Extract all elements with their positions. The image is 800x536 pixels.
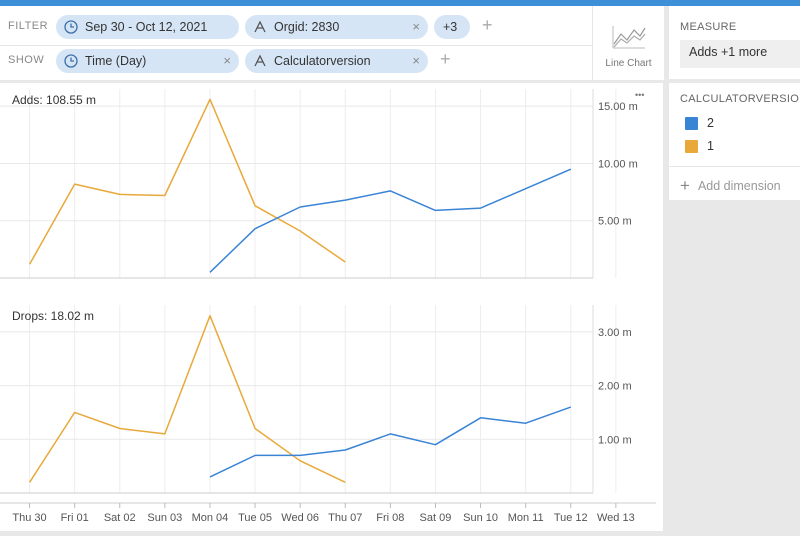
split-pill-calculatorversion[interactable]: Calculatorversion × [245, 49, 428, 73]
filter-pill-orgid[interactable]: Orgid: 2830 × [245, 15, 428, 39]
top-accent-bar [0, 0, 800, 6]
measure-value: Adds +1 more [689, 45, 768, 59]
x-tick-label: Fri 01 [61, 512, 89, 524]
remove-split-icon[interactable]: × [412, 53, 420, 68]
x-tick-label: Tue 05 [238, 512, 272, 524]
y-tick-label: 5.00 m [598, 216, 632, 228]
chart-0: 5.00 m 10.00 m 15.00 m Adds: 108.55 m ••• [0, 89, 644, 279]
legend-swatch [685, 116, 698, 130]
legend-label: 2 [707, 116, 714, 130]
y-tick-label: 1.00 m [598, 434, 632, 446]
series-line-2 [209, 406, 572, 478]
clock-icon [64, 20, 78, 34]
line-chart-icon [611, 22, 647, 57]
add-filter-icon[interactable]: + [482, 15, 493, 35]
chart-1: 1.00 m 2.00 m 3.00 m Drops: 18.02 m [0, 305, 632, 494]
add-split-icon[interactable]: + [440, 49, 451, 69]
split-pill-label: Time (Day) [85, 54, 147, 68]
legend-swatch [685, 139, 698, 153]
x-tick-label: Sat 09 [420, 512, 452, 524]
filter-pill-time[interactable]: Sep 30 - Oct 12, 2021 [56, 15, 239, 39]
filter-bar: FILTER Sep 30 - Oct 12, 2021 Orgid: 2830… [0, 6, 663, 80]
measure-section: MEASURE Adds +1 more [669, 6, 800, 79]
x-tick-label: Sun 10 [463, 512, 498, 524]
chart-menu-icon[interactable]: ••• [635, 90, 644, 100]
x-tick-label: Fri 08 [376, 512, 404, 524]
add-dimension-button[interactable]: + Add dimension [680, 176, 781, 196]
line-charts: 5.00 m 10.00 m 15.00 m Adds: 108.55 m ••• 1.0… [0, 89, 656, 524]
x-tick-label: Mon 11 [508, 512, 544, 524]
remove-filter-icon[interactable]: × [412, 19, 420, 34]
measure-selector[interactable]: Adds +1 more [680, 40, 800, 68]
filter-label: FILTER [8, 20, 49, 32]
series-line-1 [28, 314, 346, 483]
legend-item[interactable]: 2 [685, 116, 714, 130]
viz-picker-button[interactable]: Line Chart [592, 6, 664, 80]
filter-pill-label: Orgid: 2830 [274, 20, 340, 34]
viz-picker-label: Line Chart [605, 58, 652, 69]
legend-label: 1 [707, 139, 714, 153]
x-tick-label: Tue 12 [554, 512, 588, 524]
filter-pill-label: Sep 30 - Oct 12, 2021 [85, 20, 208, 34]
filter-row: FILTER Sep 30 - Oct 12, 2021 Orgid: 2830… [0, 10, 590, 44]
row-divider [0, 45, 592, 46]
legend-divider [669, 166, 800, 167]
string-dimension-icon [253, 20, 267, 34]
legend-title: CALCULATORVERSION [680, 93, 800, 105]
string-dimension-icon [253, 54, 267, 68]
legend-item[interactable]: 1 [685, 139, 714, 153]
series-line-2 [209, 168, 572, 273]
chart-title: Adds: 108.55 m [12, 93, 96, 107]
x-tick-label: Sun 03 [147, 512, 182, 524]
x-tick-label: Sat 02 [104, 512, 136, 524]
y-tick-label: 15.00 m [598, 101, 638, 113]
plus-icon: + [680, 176, 690, 195]
series-line-1 [28, 98, 346, 265]
show-label: SHOW [8, 54, 45, 66]
x-tick-label: Mon 04 [192, 512, 229, 524]
remove-split-icon[interactable]: × [223, 53, 231, 68]
more-filters-label: +3 [443, 20, 458, 34]
legend-section: CALCULATORVERSION 2 1 + Add dimension [669, 83, 800, 200]
chart-title: Drops: 18.02 m [12, 309, 94, 323]
x-tick-label: Thu 07 [328, 512, 362, 524]
split-pill-time[interactable]: Time (Day) × [56, 49, 239, 73]
more-filters-pill[interactable]: +3 [434, 15, 470, 39]
clock-icon [64, 54, 78, 68]
x-tick-label: Thu 30 [12, 512, 46, 524]
x-tick-label: Wed 06 [281, 512, 319, 524]
measure-title: MEASURE [680, 21, 737, 33]
show-row: SHOW Time (Day) × Calculatorversion × + [0, 44, 590, 78]
add-dimension-label: Add dimension [697, 179, 781, 193]
chart-panel: 5.00 m 10.00 m 15.00 m Adds: 108.55 m ••• 1.0… [0, 83, 663, 531]
y-tick-label: 2.00 m [598, 381, 632, 393]
x-tick-label: Wed 13 [597, 512, 635, 524]
y-tick-label: 10.00 m [598, 158, 638, 170]
split-pill-label: Calculatorversion [274, 54, 371, 68]
side-panel: MEASURE Adds +1 more CALCULATORVERSION 2… [669, 6, 800, 531]
y-tick-label: 3.00 m [598, 327, 632, 339]
